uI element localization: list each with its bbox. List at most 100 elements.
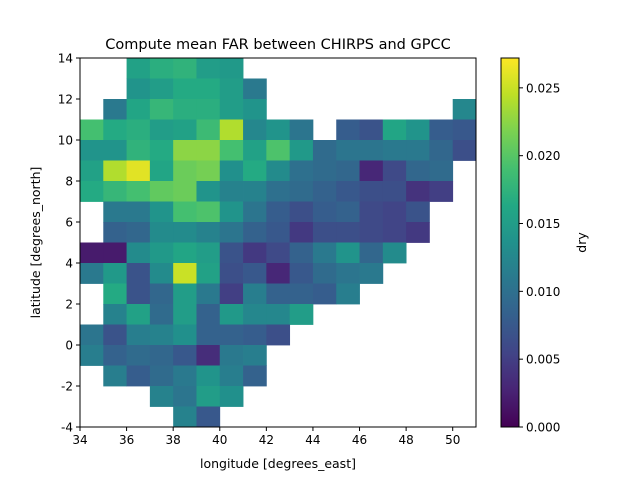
heatmap-cell	[382, 242, 407, 264]
heatmap-cell	[149, 119, 174, 141]
y-tick-label: 12	[58, 93, 73, 107]
heatmap-cell	[243, 119, 267, 141]
heatmap-cell	[219, 181, 244, 202]
heatmap-cell	[196, 283, 221, 305]
heatmap-cell	[149, 58, 174, 79]
colorbar-label: dry	[574, 232, 589, 253]
heatmap-cell	[406, 201, 430, 223]
heatmap-cell	[103, 242, 127, 264]
heatmap-cell	[359, 119, 384, 141]
heatmap-cell	[173, 324, 197, 346]
heatmap-cell	[219, 201, 244, 223]
x-tick-label: 44	[305, 433, 320, 447]
heatmap-cell	[219, 386, 244, 407]
heatmap-cell	[149, 222, 174, 243]
heatmap-cell	[243, 160, 267, 182]
heatmap-cell	[266, 242, 291, 264]
heatmap-cell	[126, 99, 151, 120]
colorbar-tick-label: 0.020	[526, 149, 560, 163]
heatmap-cell	[243, 222, 267, 243]
heatmap-cell	[382, 140, 407, 161]
heatmap-cell	[149, 99, 174, 120]
colorbar-tick-label: 0.005	[526, 353, 560, 367]
y-tick-label: 6	[65, 216, 73, 230]
heatmap-cell	[103, 324, 127, 346]
heatmap-cell	[149, 386, 174, 407]
heatmap-cell	[173, 99, 197, 120]
colorbar-tick-label: 0.015	[526, 217, 560, 231]
heatmap-cell	[103, 365, 127, 387]
heatmap-cell	[406, 222, 430, 243]
heatmap-cell	[336, 263, 360, 284]
heatmap-cell	[243, 201, 267, 223]
heatmap-cell	[406, 119, 430, 141]
heatmap-cell	[219, 263, 244, 284]
heatmap-cell	[126, 304, 151, 325]
heatmap-cell	[312, 160, 337, 182]
heatmap-cell	[429, 181, 454, 202]
heatmap-cell	[289, 160, 314, 182]
heatmap-cell	[382, 181, 407, 202]
heatmap-cell	[243, 263, 267, 284]
heatmap-cell	[173, 58, 197, 79]
heatmap-cell	[103, 181, 127, 202]
heatmap-cell	[243, 242, 267, 264]
heatmap-cell	[336, 283, 360, 305]
heatmap-cell	[406, 160, 430, 182]
y-tick-label: 0	[65, 339, 73, 353]
heatmap-cell	[406, 140, 430, 161]
heatmap-cell	[80, 140, 104, 161]
heatmap-cell	[266, 160, 291, 182]
heatmap-cell	[149, 201, 174, 223]
heatmap-cell	[173, 160, 197, 182]
heatmap-cell	[429, 160, 454, 182]
heatmap-cell	[149, 242, 174, 264]
heatmap-cell	[452, 140, 477, 161]
y-axis-label: latitude [degrees_north]	[28, 167, 43, 319]
heatmap-cell	[266, 304, 291, 325]
heatmap-cell	[219, 99, 244, 120]
chart-title: Compute mean FAR between CHIRPS and GPCC	[105, 37, 450, 53]
heatmap-cell	[243, 78, 267, 100]
heatmap-cell	[406, 181, 430, 202]
heatmap-cell	[173, 140, 197, 161]
heatmap-cell	[126, 58, 151, 79]
heatmap-cell	[80, 345, 104, 366]
heatmap-cell	[149, 160, 174, 182]
heatmap-cell	[266, 283, 291, 305]
heatmap-cell	[336, 222, 360, 243]
heatmap-cell	[196, 58, 221, 79]
heatmap-cell	[382, 222, 407, 243]
heatmap-cell	[196, 222, 221, 243]
heatmap-cell	[243, 345, 267, 366]
heatmap-cell	[196, 324, 221, 346]
heatmap-cell	[196, 345, 221, 366]
heatmap-cell	[219, 222, 244, 243]
heatmap-cell	[359, 222, 384, 243]
heatmap-cell	[219, 365, 244, 387]
heatmap-cell	[359, 201, 384, 223]
x-tick-label: 36	[119, 433, 134, 447]
heatmap-cell	[382, 201, 407, 223]
heatmap-cell	[196, 201, 221, 223]
heatmap-cell	[126, 160, 151, 182]
colorbar-tick-label: 0.000	[526, 421, 560, 435]
heatmap-cell	[289, 181, 314, 202]
heatmap-cell	[126, 365, 151, 387]
heatmap-cell	[382, 160, 407, 182]
heatmap-cell	[103, 304, 127, 325]
heatmap-cell	[173, 263, 197, 284]
heatmap-cell	[149, 324, 174, 346]
heatmap-cell	[289, 201, 314, 223]
heatmap-cell	[219, 78, 244, 100]
heatmap-cell	[173, 78, 197, 100]
heatmap-cell	[243, 140, 267, 161]
heatmap-cell	[196, 242, 221, 264]
heatmap-cell	[126, 181, 151, 202]
colorbar-ticks: 0.000 0.005 0.010 0.015 0.020 0.025	[519, 81, 560, 435]
x-tick-label: 34	[72, 433, 87, 447]
x-axis-ticks: 34 36 38 40 42 44 46 48 50	[72, 427, 460, 447]
heatmap-cell	[312, 263, 337, 284]
heatmap-cell	[196, 119, 221, 141]
